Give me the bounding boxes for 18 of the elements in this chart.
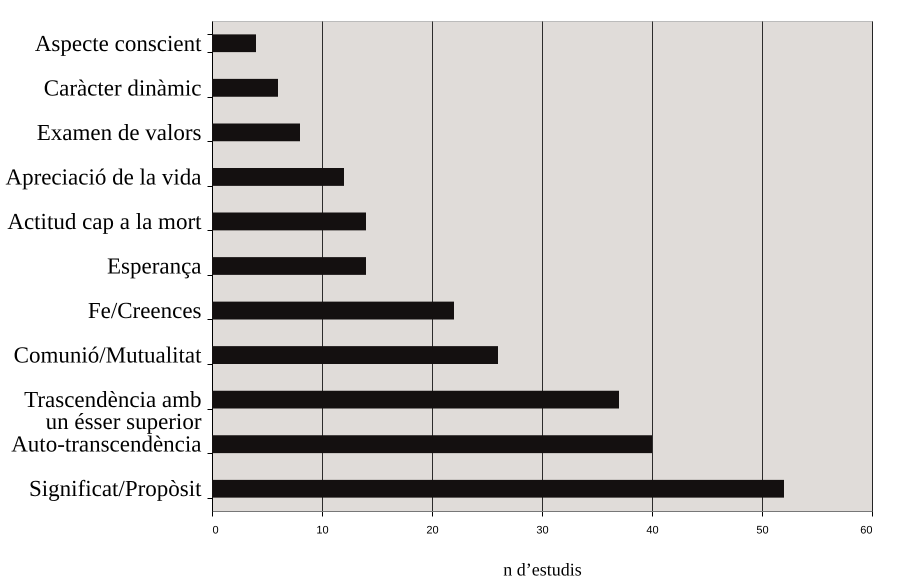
x-tick-label: 0 xyxy=(212,524,219,536)
x-tick-label: 20 xyxy=(426,524,439,536)
y-tick-label: Apreciació de la vida xyxy=(5,164,202,190)
x-tick-label: 10 xyxy=(316,524,329,536)
y-tick-label: Aspecte conscient xyxy=(34,30,202,56)
x-tick-label: 50 xyxy=(756,524,769,536)
y-tick-label: Significat/Propòsit xyxy=(29,476,202,502)
y-tick-label: Caràcter dinàmic xyxy=(44,75,202,100)
y-tick-label: Trascendència amb un ésser superior xyxy=(24,387,202,434)
y-tick-label: Examen de valors xyxy=(36,120,202,145)
x-tick-label: 60 xyxy=(860,524,872,536)
y-tick-label: Comunió/Mutualitat xyxy=(14,342,202,368)
y-tick-label: Actitud cap a la mort xyxy=(7,208,202,234)
y-tick-label: Esperança xyxy=(107,254,202,278)
y-tick-label: Fe/Creences xyxy=(88,298,202,324)
x-tick-label: 40 xyxy=(646,524,659,536)
x-tick-label: 30 xyxy=(536,524,549,536)
x-axis-title: n d’estudis xyxy=(503,560,582,580)
